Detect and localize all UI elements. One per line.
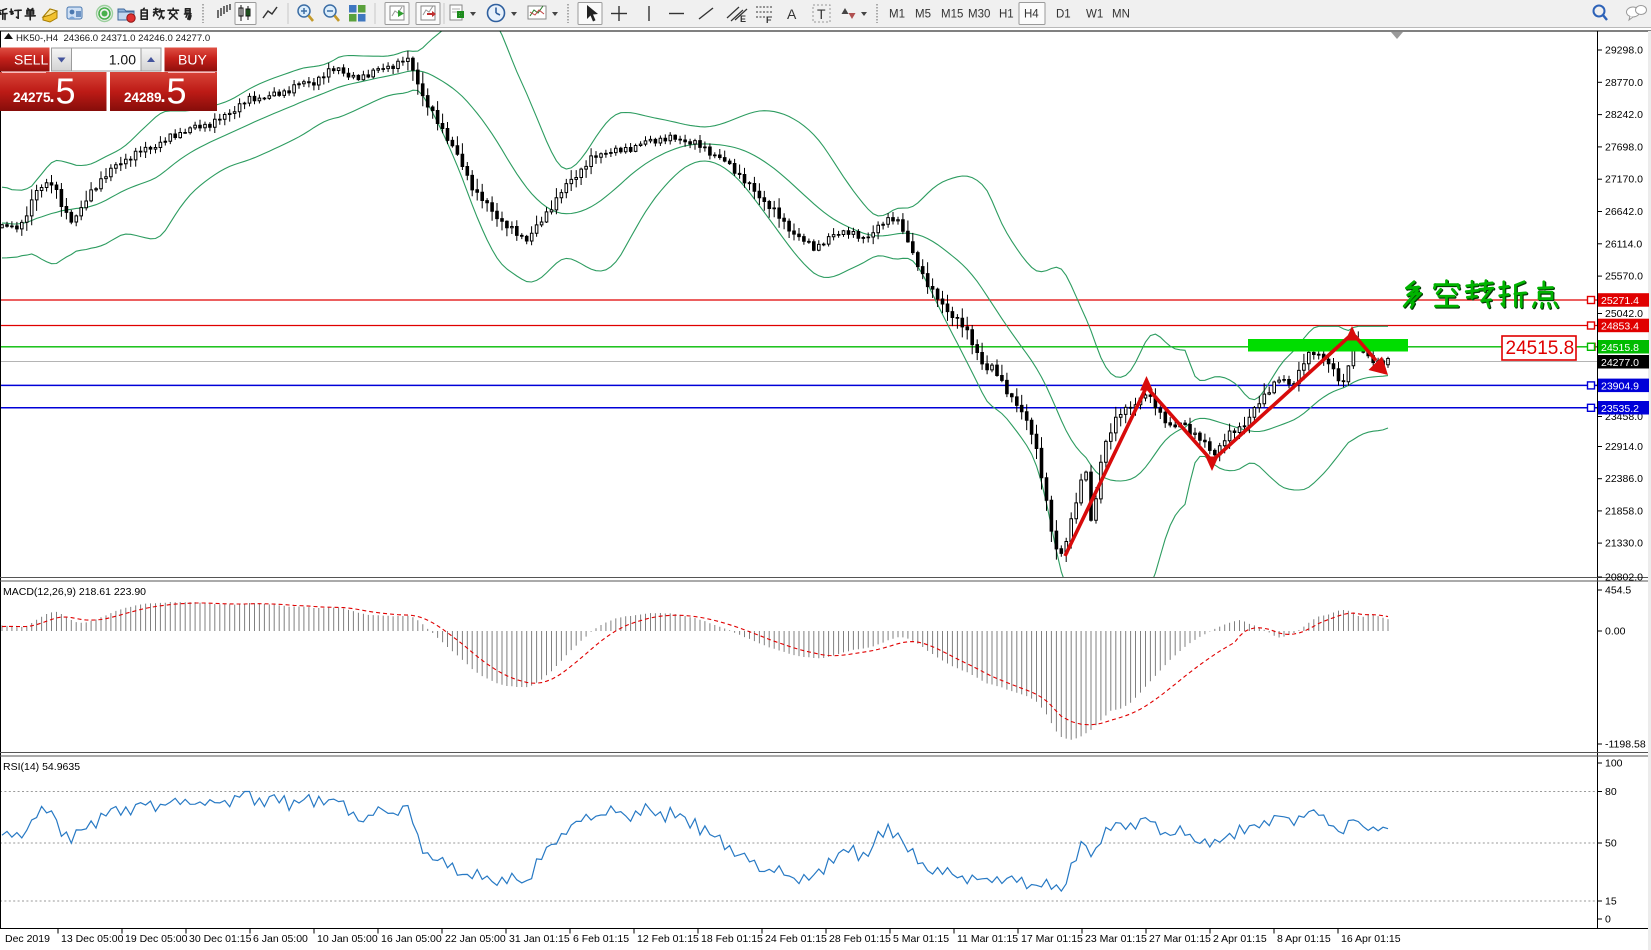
svg-text:12 Feb 01:15: 12 Feb 01:15: [637, 933, 699, 945]
svg-text:HK50-,H4 24366.0 24371.0 2424: HK50-,H4 24366.0 24371.0 24246.0 24277.0: [16, 33, 210, 44]
svg-text:13 Dec 05:00: 13 Dec 05:00: [61, 933, 124, 945]
svg-text:25042.0: 25042.0: [1605, 308, 1643, 320]
svg-text:19 Dec 05:00: 19 Dec 05:00: [125, 933, 188, 945]
svg-text:27698.0: 27698.0: [1605, 141, 1643, 153]
svg-text:23535.2: 23535.2: [1601, 403, 1639, 415]
svg-text:20802.0: 20802.0: [1605, 572, 1643, 584]
svg-text:17 Mar 01:15: 17 Mar 01:15: [1021, 933, 1083, 945]
svg-text:27 Mar 01:15: 27 Mar 01:15: [1149, 933, 1211, 945]
svg-text:5: 5: [167, 71, 187, 112]
svg-text:28 Feb 01:15: 28 Feb 01:15: [829, 933, 891, 945]
svg-text:21858.0: 21858.0: [1605, 505, 1643, 517]
svg-text:16 Jan 05:00: 16 Jan 05:00: [381, 933, 442, 945]
svg-text:28770.0: 28770.0: [1605, 77, 1643, 89]
svg-text:26642.0: 26642.0: [1605, 206, 1643, 218]
svg-text:30 Dec 01:15: 30 Dec 01:15: [189, 933, 252, 945]
svg-text:26114.0: 26114.0: [1605, 238, 1642, 250]
svg-text:5: 5: [56, 71, 76, 112]
svg-text:23 Mar 01:15: 23 Mar 01:15: [1085, 933, 1147, 945]
svg-text:28242.0: 28242.0: [1605, 109, 1643, 121]
svg-text:E: E: [740, 14, 746, 24]
svg-text:22 Jan 05:00: 22 Jan 05:00: [445, 933, 506, 945]
svg-text:6 Feb 01:15: 6 Feb 01:15: [573, 933, 629, 945]
svg-text:Dec 2019: Dec 2019: [5, 933, 50, 945]
svg-text:16 Apr 01:15: 16 Apr 01:15: [1341, 933, 1401, 945]
svg-text:RSI(14) 54.9635: RSI(14) 54.9635: [3, 761, 80, 773]
svg-text:D1: D1: [1056, 9, 1071, 21]
svg-text:24515.8: 24515.8: [1506, 338, 1575, 359]
svg-text:25271.4: 25271.4: [1601, 295, 1639, 307]
svg-text:27170.0: 27170.0: [1605, 174, 1643, 186]
svg-text:MACD(12,26,9) 218.61 223.90: MACD(12,26,9) 218.61 223.90: [3, 586, 146, 598]
svg-text:15: 15: [1605, 896, 1617, 908]
svg-text:H4: H4: [1024, 9, 1039, 21]
svg-text:24515.8: 24515.8: [1601, 342, 1639, 354]
svg-text:100: 100: [1605, 758, 1623, 770]
svg-text:M15: M15: [941, 9, 963, 21]
svg-text:BUY: BUY: [178, 52, 207, 68]
svg-text:11 Mar 01:15: 11 Mar 01:15: [957, 933, 1018, 945]
svg-text:10 Jan 05:00: 10 Jan 05:00: [317, 933, 378, 945]
svg-text:1.00: 1.00: [109, 52, 136, 68]
svg-text:24853.4: 24853.4: [1601, 321, 1639, 333]
svg-text:24275: 24275: [13, 90, 51, 105]
svg-text:0.00: 0.00: [1605, 626, 1626, 638]
svg-text:22386.0: 22386.0: [1605, 473, 1643, 485]
svg-text:0: 0: [1605, 914, 1611, 926]
svg-text:MN: MN: [1112, 9, 1130, 21]
svg-text:24277.0: 24277.0: [1601, 357, 1639, 369]
svg-text:2 Apr 01:15: 2 Apr 01:15: [1213, 933, 1267, 945]
svg-text:454.5: 454.5: [1605, 585, 1631, 597]
svg-text:80: 80: [1605, 786, 1617, 798]
svg-text:18 Feb 01:15: 18 Feb 01:15: [701, 933, 763, 945]
svg-text:.: .: [50, 86, 55, 106]
svg-text:6 Jan 05:00: 6 Jan 05:00: [253, 933, 308, 945]
svg-text:5 Mar 01:15: 5 Mar 01:15: [893, 933, 949, 945]
svg-text:31 Jan 01:15: 31 Jan 01:15: [509, 933, 570, 945]
svg-text:A: A: [787, 6, 797, 22]
svg-text:T: T: [817, 6, 826, 22]
svg-text:SELL: SELL: [14, 52, 48, 68]
svg-text:W1: W1: [1086, 9, 1103, 21]
svg-text:M5: M5: [915, 9, 931, 21]
svg-text:25570.0: 25570.0: [1605, 271, 1643, 283]
svg-text:29298.0: 29298.0: [1605, 45, 1643, 57]
svg-text:22914.0: 22914.0: [1605, 441, 1643, 453]
svg-text:8 Apr 01:15: 8 Apr 01:15: [1277, 933, 1331, 945]
svg-text:21330.0: 21330.0: [1605, 538, 1643, 550]
svg-text:M1: M1: [889, 9, 905, 21]
svg-text:50: 50: [1605, 838, 1617, 850]
svg-text:24289: 24289: [124, 90, 162, 105]
svg-text:M30: M30: [968, 9, 990, 21]
svg-text:H1: H1: [999, 9, 1014, 21]
svg-text:24 Feb 01:15: 24 Feb 01:15: [765, 933, 827, 945]
svg-text:-1198.58: -1198.58: [1605, 739, 1646, 751]
svg-text:23904.9: 23904.9: [1601, 380, 1639, 392]
svg-text:.: .: [161, 86, 166, 106]
svg-text:F: F: [766, 15, 772, 25]
